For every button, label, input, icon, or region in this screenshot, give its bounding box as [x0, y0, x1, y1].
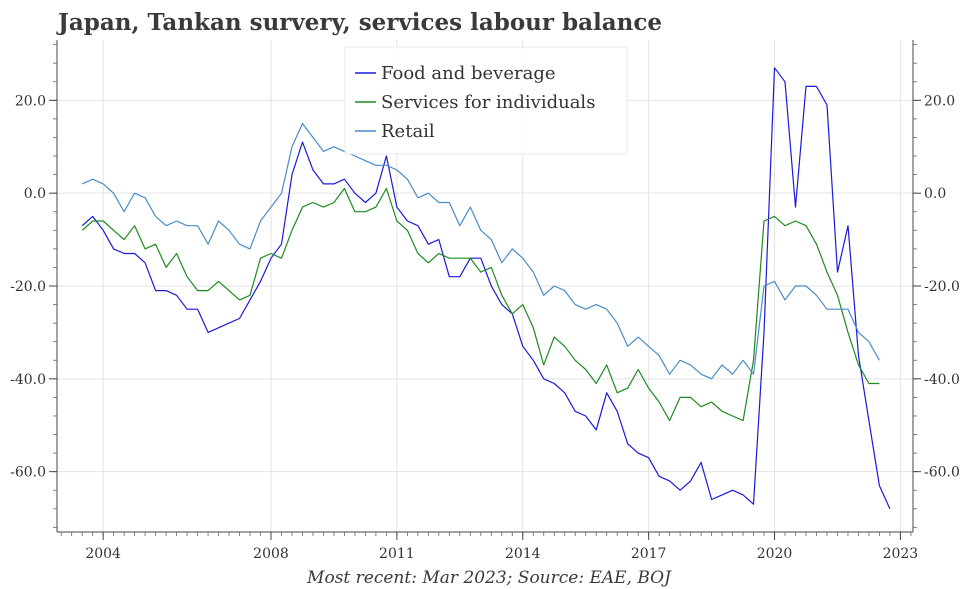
- source-note: Most recent: Mar 2023; Source: EAE, BOJ: [306, 568, 672, 588]
- x-tick-label-2017: 2017: [631, 546, 667, 562]
- series-line-retail: [81, 122, 880, 380]
- series-lines: [81, 67, 891, 510]
- x-tick-label-2011: 2011: [379, 546, 415, 562]
- x-tick-label-2020: 2020: [757, 546, 793, 562]
- x-tick-label-2023: 2023: [883, 546, 919, 562]
- series-line-food-and-beverage: [81, 67, 891, 510]
- chart-title: Japan, Tankan survery, services labour b…: [56, 9, 662, 36]
- y-tick-label-left: -60.0: [10, 465, 46, 481]
- legend-label-services-for-individuals: Services for individuals: [381, 92, 595, 113]
- x-tick-label-2014: 2014: [505, 546, 541, 562]
- y-tick-label-left: 0.0: [24, 186, 46, 202]
- y-tick-label-right: 20.0: [924, 93, 955, 109]
- y-tick-label-left: 20.0: [15, 93, 46, 109]
- axes: 2004 2008 2011 2014 2017 2020 2023 20.0 20.0 0.0 0…: [10, 40, 960, 562]
- x-tick-label-2008: 2008: [253, 546, 289, 562]
- legend-box: [344, 46, 628, 155]
- y-tick-label-right: -40.0: [924, 372, 960, 388]
- y-tick-label-right: -20.0: [924, 279, 960, 295]
- legend-label-retail: Retail: [381, 121, 435, 142]
- x-tick-label-2004: 2004: [85, 546, 121, 562]
- y-tick-label-right: 0.0: [924, 186, 946, 202]
- legend-label-food-and-beverage: Food and beverage: [381, 63, 556, 84]
- y-tick-label-right: -60.0: [924, 465, 960, 481]
- y-tick-label-left: -20.0: [10, 279, 46, 295]
- series-line-services-for-individuals: [81, 187, 880, 422]
- legend: Food and beverage Services for individual…: [344, 46, 628, 155]
- y-tick-label-left: -40.0: [10, 372, 46, 388]
